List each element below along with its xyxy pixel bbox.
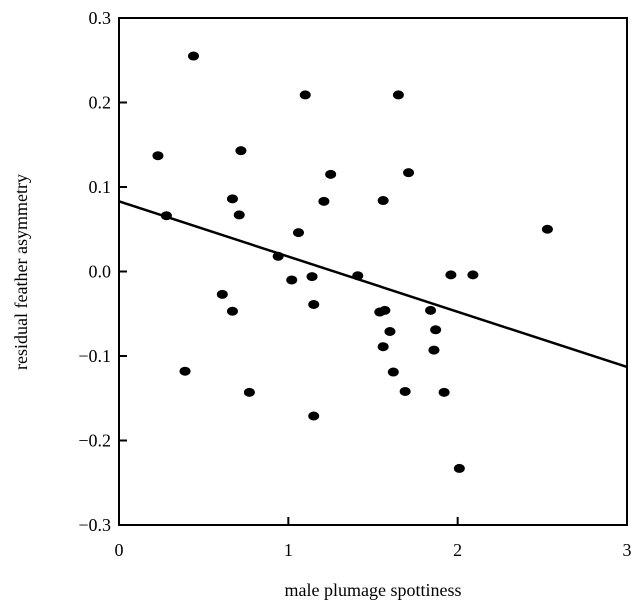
data-point — [160, 211, 172, 221]
plot-border — [118, 17, 628, 526]
y-axis-ticks: −0.3 −0.2 −0.1 0.0 0.1 0.2 0.3 — [78, 8, 127, 535]
data-point — [152, 151, 164, 161]
x-tick-label: 2 — [453, 540, 462, 560]
data-point — [226, 306, 238, 316]
data-point — [425, 305, 437, 315]
data-point — [399, 386, 411, 396]
y-axis-title: residual feather asymmetry — [11, 174, 31, 370]
regression-line-group — [118, 200, 628, 369]
y-tick-label: 0.3 — [89, 8, 112, 28]
x-axis-title: male plumage spottiness — [285, 580, 462, 600]
data-point — [299, 90, 311, 100]
data-point — [428, 345, 440, 355]
data-point — [445, 270, 457, 280]
data-point — [453, 463, 465, 473]
plot-frame — [118, 17, 628, 526]
y-tick-label: −0.1 — [78, 346, 111, 366]
data-point — [352, 271, 364, 281]
data-point — [243, 387, 255, 397]
data-point — [286, 275, 298, 285]
data-point — [377, 342, 389, 352]
data-point — [235, 146, 247, 156]
data-point — [308, 299, 320, 309]
data-point — [403, 168, 415, 178]
data-point — [467, 270, 479, 280]
data-point — [318, 196, 330, 206]
data-point — [430, 325, 442, 335]
data-point — [438, 387, 450, 397]
y-tick-label: 0.0 — [89, 262, 112, 282]
x-tick-label: 1 — [284, 540, 293, 560]
regression-line — [118, 200, 628, 369]
data-point — [226, 194, 238, 204]
data-point — [233, 210, 245, 220]
data-point — [379, 305, 391, 315]
data-point — [216, 289, 228, 299]
x-tick-label: 0 — [115, 540, 124, 560]
data-point — [306, 272, 318, 282]
data-point — [384, 326, 396, 336]
data-point — [377, 196, 389, 206]
y-tick-label: 0.1 — [89, 177, 112, 197]
y-tick-label: −0.2 — [78, 431, 111, 451]
data-point — [392, 90, 404, 100]
data-point — [308, 411, 320, 421]
y-tick-label: 0.2 — [89, 93, 112, 113]
data-point — [325, 169, 337, 179]
y-tick-label: −0.3 — [78, 515, 111, 535]
data-points — [152, 51, 553, 473]
data-point — [387, 367, 399, 377]
data-point — [541, 224, 553, 234]
data-point — [188, 51, 200, 61]
x-tick-label: 3 — [623, 540, 632, 560]
data-point — [272, 251, 284, 261]
data-point — [292, 228, 304, 238]
data-point — [179, 366, 191, 376]
x-axis-ticks: 0 1 2 3 — [115, 517, 632, 560]
